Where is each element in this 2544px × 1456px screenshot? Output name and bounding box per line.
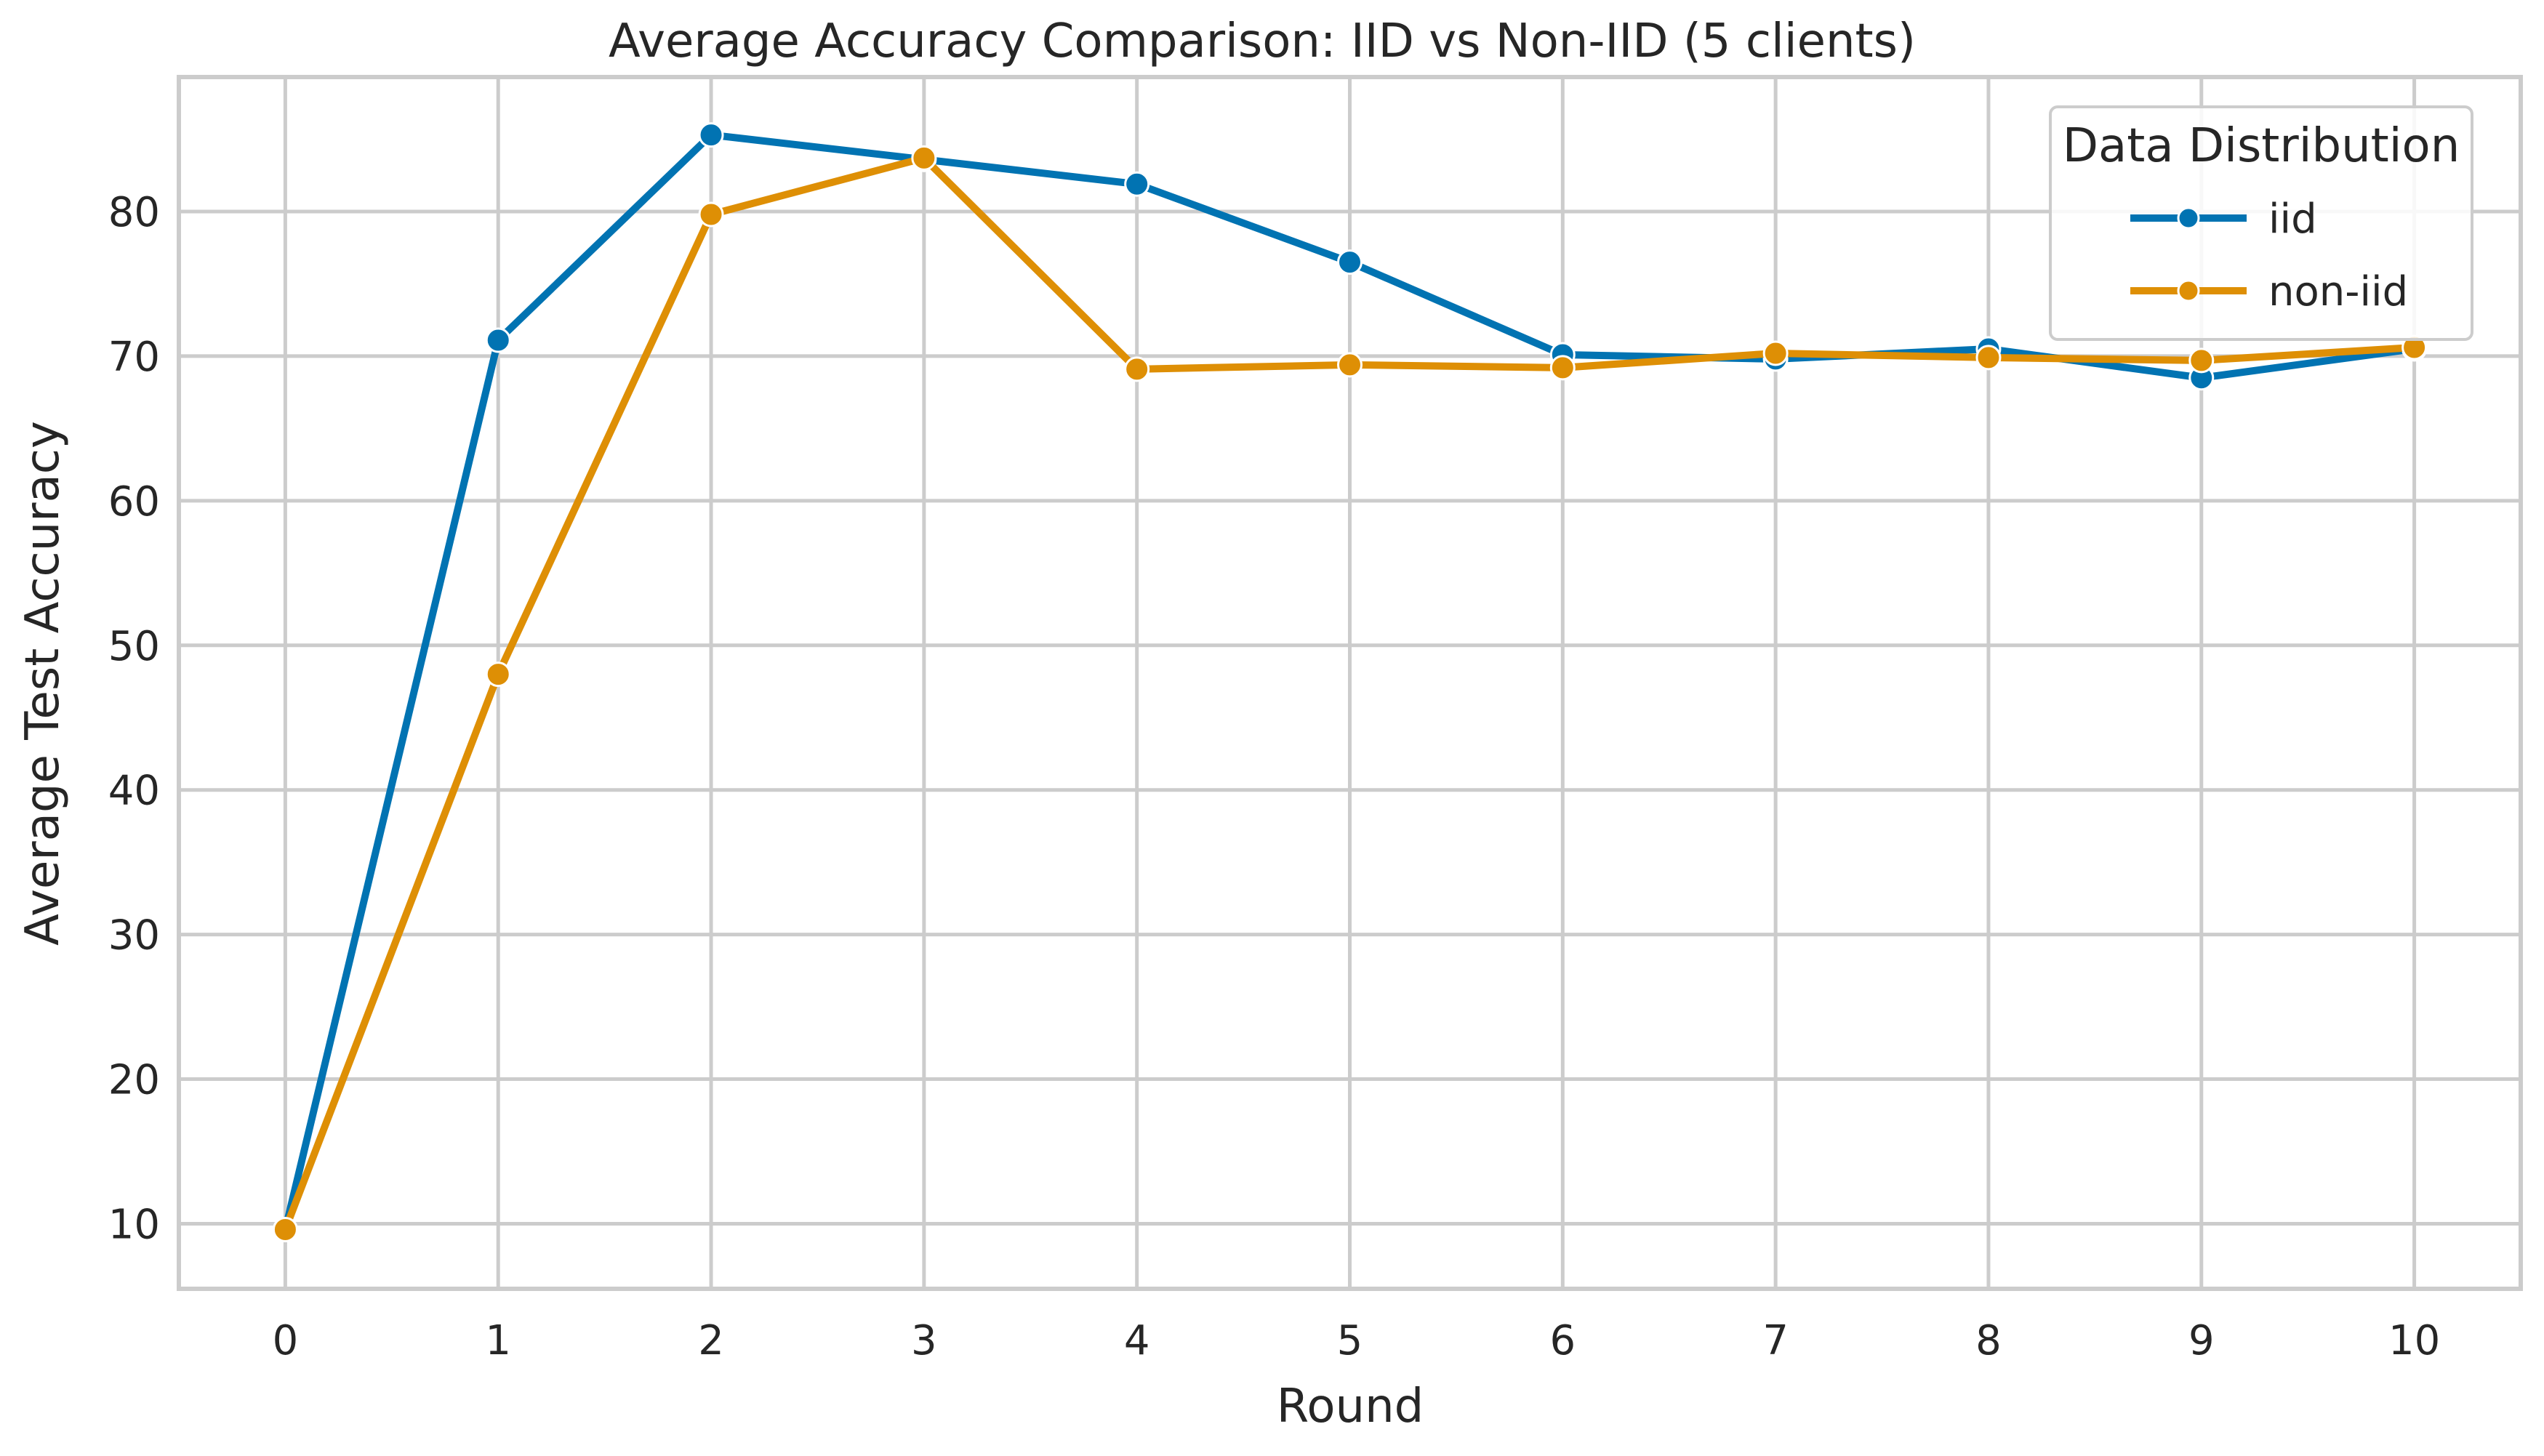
x-tick-label: 0 bbox=[273, 1317, 299, 1364]
legend-marker-iid bbox=[2177, 206, 2200, 230]
x-tick-label: 10 bbox=[2388, 1317, 2440, 1364]
y-tick-label: 20 bbox=[108, 1057, 160, 1104]
x-tick-labels: 0 1 2 3 4 5 6 7 8 9 10 bbox=[273, 1317, 2441, 1364]
y-tick-label: 50 bbox=[108, 623, 160, 670]
y-tick-label: 60 bbox=[108, 478, 160, 526]
data-point-non-iid bbox=[1124, 356, 1150, 382]
legend: Data Distribution iid non-iid bbox=[2049, 105, 2473, 341]
legend-marker-non-iid bbox=[2177, 279, 2200, 302]
y-axis-label: Average Test Accuracy bbox=[16, 421, 70, 946]
data-point-non-iid bbox=[1549, 355, 1576, 381]
legend-title: Data Distribution bbox=[2063, 119, 2460, 173]
y-tick-label: 10 bbox=[108, 1201, 160, 1248]
series-layer bbox=[272, 122, 2428, 1242]
data-point-non-iid bbox=[272, 1216, 298, 1242]
data-point-non-iid bbox=[1337, 352, 1363, 378]
x-tick-label: 1 bbox=[485, 1317, 511, 1364]
data-point-non-iid bbox=[1975, 345, 2002, 371]
x-tick-label: 5 bbox=[1337, 1317, 1363, 1364]
data-point-non-iid bbox=[911, 145, 937, 171]
x-tick-label: 6 bbox=[1549, 1317, 1576, 1364]
y-tick-labels: 10 20 30 40 50 60 70 80 bbox=[108, 189, 160, 1248]
x-tick-label: 8 bbox=[1975, 1317, 2002, 1364]
y-tick-label: 30 bbox=[108, 912, 160, 960]
x-tick-label: 4 bbox=[1124, 1317, 1150, 1364]
chart-title: Average Accuracy Comparison: IID vs Non-… bbox=[609, 15, 1916, 68]
y-tick-label: 40 bbox=[108, 768, 160, 815]
x-tick-label: 2 bbox=[698, 1317, 724, 1364]
data-point-iid bbox=[1337, 249, 1363, 275]
legend-label-non-iid: non-iid bbox=[2268, 268, 2408, 315]
x-tick-label: 3 bbox=[911, 1317, 937, 1364]
data-point-non-iid bbox=[1762, 340, 1789, 366]
data-point-non-iid bbox=[2188, 347, 2215, 374]
x-tick-label: 7 bbox=[1762, 1317, 1789, 1364]
data-point-non-iid bbox=[698, 201, 724, 228]
x-tick-label: 9 bbox=[2188, 1317, 2215, 1364]
y-tick-label: 70 bbox=[108, 334, 160, 381]
data-point-iid bbox=[485, 327, 511, 353]
data-point-iid bbox=[698, 122, 724, 148]
legend-box bbox=[2049, 105, 2473, 341]
plot-frame bbox=[177, 75, 2523, 1291]
y-tick-label: 80 bbox=[108, 189, 160, 236]
data-point-iid bbox=[1124, 171, 1150, 197]
legend-label-iid: iid bbox=[2268, 196, 2317, 243]
data-point-non-iid bbox=[485, 661, 511, 688]
x-axis-label: Round bbox=[1277, 1380, 1424, 1433]
